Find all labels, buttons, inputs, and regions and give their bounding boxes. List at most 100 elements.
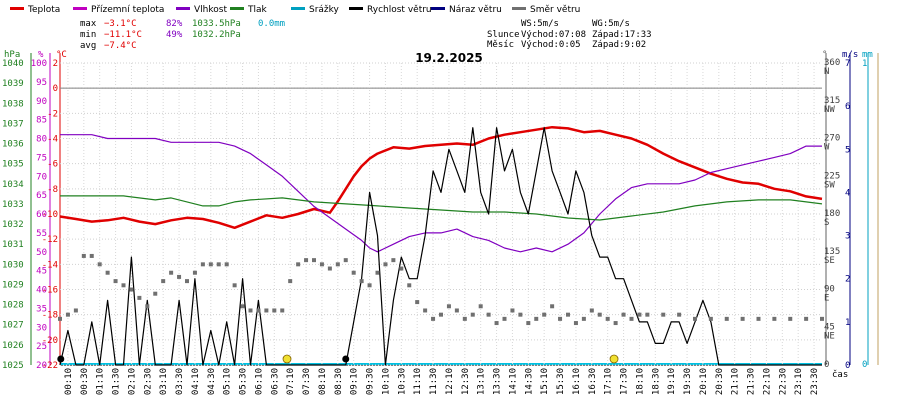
astro-sun-set: Západ:17:33 [592, 30, 652, 40]
wind-dir-point [629, 316, 634, 321]
wind-dir-point [788, 316, 793, 321]
tick-label-ms: 3 [845, 232, 850, 242]
tick-label-pct: 45 [36, 267, 47, 277]
wind-dir-point [724, 316, 729, 321]
stats-block: max −3.1°C 82% 1033.5hPa 0.0mm min −11.1… [80, 19, 285, 51]
axes: hPa% °C1040103910381037103610351034103310… [2, 50, 879, 395]
tick-label-time: 05:30 [239, 368, 249, 395]
tick-label-dir-name: NW [824, 105, 835, 115]
wind-dir-point [280, 308, 285, 313]
wind-dir-point [581, 316, 586, 321]
series-line-tlak [60, 195, 823, 221]
tick-label-time: 01:30 [112, 368, 122, 395]
tick-label-pct: 55 [36, 229, 47, 239]
wind-dir-point [335, 262, 340, 267]
tick-label-time: 14:30 [524, 368, 534, 395]
tick-label-time: 08:10 [318, 368, 328, 395]
tick-label-dir: 360 [824, 58, 840, 68]
legend-swatch [349, 7, 363, 10]
legend-swatch [291, 7, 305, 10]
tick-label-hpa: 1026 [2, 341, 24, 351]
tick-label-dir-name: N [824, 67, 829, 77]
tick-label-time: 11:30 [429, 368, 439, 395]
wind-dir-point [177, 274, 182, 279]
tick-label-c: 0 [53, 84, 58, 94]
tick-label-time: 15:10 [540, 368, 550, 395]
wind-dir-point [359, 279, 364, 284]
tick-label-time: 03:10 [159, 368, 169, 395]
wind-dir-point [573, 321, 578, 326]
wind-dir-point [351, 270, 356, 275]
moonrise-marker [57, 355, 65, 363]
tick-label-c: -16 [42, 286, 58, 296]
tick-label-time: 10:30 [397, 368, 407, 395]
legend-label: Směr větru [530, 5, 580, 15]
tick-label-time: 01:10 [96, 368, 106, 395]
legend-label: Náraz větru [449, 5, 502, 15]
tick-label-hpa: 1030 [2, 260, 24, 270]
tick-label-time: 18:10 [635, 368, 645, 395]
astro-moon-label: Měsíc [487, 40, 514, 50]
wind-dir-point [248, 308, 253, 313]
legend-swatch [431, 7, 445, 10]
axis-title-pct: % [38, 50, 44, 60]
tick-label-dir-name: SW [824, 180, 835, 190]
tick-label-time: 23:30 [810, 368, 820, 395]
wind-dir-point [272, 308, 277, 313]
wind-dir-point [589, 308, 594, 313]
wind-dir-point [200, 262, 205, 267]
legend-swatch [10, 7, 24, 10]
legend: Teplota Přízemní teplota Vlhkost Tlak Srážky… [10, 5, 580, 15]
tick-label-time: 17:30 [620, 368, 630, 395]
wind-dir-point [137, 295, 142, 300]
tick-label-time: 20:30 [715, 368, 725, 395]
wind-dir-point [304, 258, 309, 263]
wind-dir-point [216, 262, 221, 267]
legend-swatch [512, 7, 526, 10]
wind-dir-point [637, 312, 642, 317]
tick-label-time: 03:30 [175, 368, 185, 395]
wind-dir-point [431, 316, 436, 321]
tick-label-ms: 1 [845, 318, 850, 328]
tick-label-time: 12:10 [445, 368, 455, 395]
tick-label-dir: 45 [824, 322, 835, 332]
tick-label-time: 13:10 [477, 368, 487, 395]
astro-moon-rise: Východ:0:05 [521, 40, 581, 50]
tick-label-time: 22:10 [762, 368, 772, 395]
wind-dir-point [693, 316, 697, 321]
tick-label-dir-name: W [824, 143, 830, 153]
axis-title-ms: m/s [842, 50, 858, 60]
tick-label-time: 11:10 [413, 368, 423, 395]
wind-dir-point [708, 316, 713, 321]
legend-swatch [73, 7, 87, 10]
wind-dir-point [288, 279, 293, 284]
wind-dir-point [319, 262, 324, 267]
wind-dir-point [756, 316, 761, 321]
tick-label-pct: 75 [36, 153, 47, 163]
tick-label-time: 05:10 [223, 368, 233, 395]
tick-label-c: -2 [47, 109, 58, 119]
wind-dir-point [73, 308, 78, 313]
wind-dir-point [113, 279, 118, 284]
astro-moon-set: Západ:9:02 [592, 40, 646, 50]
tick-label-dir: 90 [824, 285, 835, 295]
tick-label-time: 18:30 [651, 368, 661, 395]
wind-dir-point [81, 253, 86, 258]
wind-dir-point [423, 308, 428, 313]
wind-dir-point [312, 258, 316, 263]
axis-title-mm: mm [862, 50, 873, 60]
tick-label-hpa: 1025 [2, 361, 24, 371]
wind-dir-point [58, 316, 62, 321]
tick-label-pct: 85 [36, 116, 47, 126]
tick-label-time: 07:30 [302, 368, 312, 395]
wind-dir-point [478, 304, 483, 309]
astro-ws: WS:5m/s [521, 19, 559, 29]
stat-min-hum: 49% [166, 30, 183, 40]
wind-dir-point [129, 287, 134, 292]
series [58, 125, 824, 366]
tick-label-time: 19:30 [683, 368, 693, 395]
markers [57, 354, 619, 364]
tick-label-time: 04:30 [207, 368, 217, 395]
wind-dir-point [621, 312, 626, 317]
wind-dir-point [605, 316, 610, 321]
